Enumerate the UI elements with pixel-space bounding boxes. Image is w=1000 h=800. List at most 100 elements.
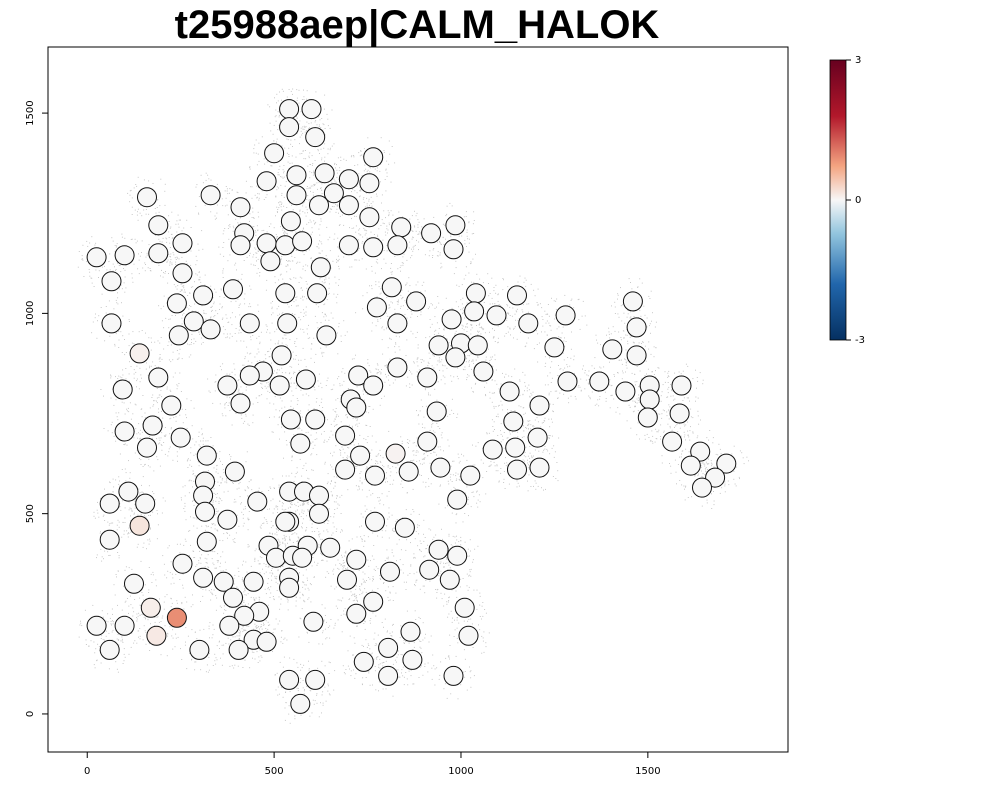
background-point [554, 390, 556, 392]
background-point [154, 365, 156, 367]
background-point [667, 375, 669, 377]
background-point [471, 492, 473, 493]
background-point [229, 410, 231, 412]
background-point [579, 328, 581, 330]
background-point [425, 451, 427, 453]
background-point [260, 382, 262, 384]
background-point [210, 317, 211, 319]
background-point [496, 383, 498, 385]
background-point [154, 341, 156, 343]
background-point [567, 357, 569, 358]
background-point [300, 410, 302, 412]
background-point [415, 454, 417, 456]
background-point [320, 322, 322, 324]
background-point [424, 457, 426, 459]
background-point [429, 357, 431, 359]
background-point [281, 372, 283, 374]
background-point [397, 268, 399, 270]
background-point [377, 320, 379, 322]
background-point [227, 193, 229, 195]
background-point [496, 465, 498, 467]
background-point [239, 222, 241, 224]
background-point [423, 458, 425, 460]
background-point [528, 428, 529, 430]
background-point [183, 312, 185, 314]
background-point [332, 455, 334, 457]
background-point [305, 306, 307, 308]
background-point [177, 460, 178, 462]
background-point [671, 429, 673, 431]
background-point [646, 326, 648, 328]
background-point [522, 394, 524, 396]
background-point [625, 371, 626, 373]
background-point [442, 223, 444, 225]
background-point [237, 391, 239, 393]
background-point [352, 441, 354, 443]
background-point [500, 430, 501, 432]
background-point [222, 464, 223, 465]
background-point [558, 365, 559, 366]
background-point [451, 409, 453, 411]
background-point [251, 186, 253, 188]
background-point [178, 357, 180, 359]
background-point [308, 249, 310, 251]
background-point [314, 160, 316, 161]
background-point [630, 427, 632, 429]
background-point [245, 180, 247, 182]
background-point [104, 265, 105, 267]
background-point [371, 285, 373, 287]
background-point [323, 147, 325, 149]
background-point [183, 285, 185, 287]
background-point [252, 240, 254, 242]
background-point [204, 204, 206, 206]
background-point [662, 384, 664, 386]
background-point [648, 437, 650, 438]
background-point [232, 482, 234, 483]
background-point [333, 451, 335, 453]
background-point [371, 330, 373, 332]
background-point [288, 156, 290, 157]
background-point [290, 139, 292, 141]
background-point [176, 350, 178, 351]
background-point [299, 213, 301, 215]
background-point [277, 342, 279, 344]
background-point [646, 433, 648, 435]
background-point [158, 416, 160, 418]
background-point [408, 277, 410, 279]
background-point [416, 358, 418, 360]
background-point [610, 395, 612, 397]
background-point [313, 386, 314, 388]
background-point [375, 455, 377, 457]
background-point [281, 202, 283, 204]
background-point [254, 247, 256, 249]
background-point [494, 392, 495, 394]
background-point [321, 183, 323, 185]
background-point [266, 331, 268, 333]
background-point [434, 316, 436, 318]
background-point [348, 424, 350, 426]
background-point [270, 339, 272, 341]
background-point [257, 250, 259, 252]
background-point [351, 266, 353, 268]
background-point [159, 205, 161, 207]
background-point [294, 358, 296, 360]
background-point [524, 460, 526, 462]
background-point [677, 464, 679, 465]
background-point [564, 345, 566, 347]
background-point [181, 358, 183, 360]
background-point [384, 179, 386, 180]
background-point [248, 481, 250, 483]
background-point [173, 284, 175, 286]
background-point [311, 260, 313, 262]
background-point [550, 382, 552, 383]
background-point [493, 461, 495, 463]
background-point [368, 365, 370, 367]
background-point [639, 278, 641, 280]
background-point [333, 206, 335, 208]
background-point [367, 359, 369, 361]
background-point [376, 170, 378, 172]
background-point [359, 434, 361, 436]
background-point [467, 499, 469, 501]
background-point [505, 333, 507, 334]
background-point [661, 417, 663, 419]
